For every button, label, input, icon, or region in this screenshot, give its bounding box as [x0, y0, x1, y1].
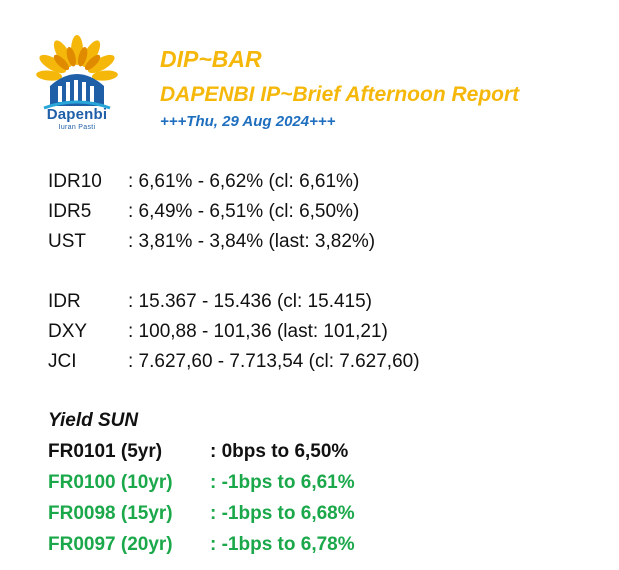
logo-tagline: Iuran Pasti [58, 124, 96, 131]
bond-row-fr0100: FR0100 (10yr) : -1bps to 6,61% [48, 467, 355, 498]
rate-row-ust: UST : 3,81% - 3,84% (last: 3,82%) [48, 227, 420, 257]
spacer [48, 257, 420, 287]
market-value: : 7.627,60 - 7.713,54 (cl: 7.627,60) [128, 351, 420, 372]
bond-label: FR0098 (15yr) [48, 503, 173, 524]
market-row-idr: IDR : 15.367 - 15.436 (cl: 15.415) [48, 287, 420, 317]
rate-label: IDR5 [48, 201, 92, 222]
rate-label: UST [48, 231, 86, 252]
report-title: DIP~BAR [160, 46, 262, 72]
report-date: +++Thu, 29 Aug 2024+++ [160, 113, 336, 130]
bond-label: FR0101 (5yr) [48, 441, 163, 462]
bond-label: FR0097 (20yr) [48, 534, 173, 555]
market-value: : 15.367 - 15.436 (cl: 15.415) [128, 291, 372, 312]
market-label: JCI [48, 351, 77, 372]
market-label: DXY [48, 321, 88, 342]
yield-sun-section: Yield SUN FR0101 (5yr) : 0bps to 6,50% F… [48, 405, 355, 560]
market-row-jci: JCI : 7.627,60 - 7.713,54 (cl: 7.627,60) [48, 347, 420, 377]
bond-value: : -1bps to 6,61% [210, 472, 355, 493]
rate-row-idr5: IDR5 : 6,49% - 6,51% (cl: 6,50%) [48, 197, 420, 227]
market-value: : 100,88 - 101,36 (last: 101,21) [128, 321, 388, 342]
rate-value: : 6,49% - 6,51% (cl: 6,50%) [128, 201, 360, 222]
sunflower-icon [36, 35, 118, 110]
rate-value: : 6,61% - 6,62% (cl: 6,61%) [128, 171, 360, 192]
bond-value: : 0bps to 6,50% [210, 441, 349, 462]
yield-sun-title: Yield SUN [48, 410, 139, 431]
bond-value: : -1bps to 6,78% [210, 534, 355, 555]
rate-value: : 3,81% - 3,84% (last: 3,82%) [128, 231, 376, 252]
report-subtitle: DAPENBI IP~Brief Afternoon Report [160, 83, 520, 106]
rate-label: IDR10 [48, 171, 102, 192]
dapenbi-logo: Dapenbi Iuran Pasti [14, 34, 140, 140]
logo-name: Dapenbi [46, 106, 108, 123]
market-row-dxy: DXY : 100,88 - 101,36 (last: 101,21) [48, 317, 420, 347]
bond-row-fr0097: FR0097 (20yr) : -1bps to 6,78% [48, 529, 355, 560]
bond-row-fr0101: FR0101 (5yr) : 0bps to 6,50% [48, 436, 355, 467]
bond-label: FR0100 (10yr) [48, 472, 173, 493]
market-label: IDR [48, 291, 81, 312]
market-rates: IDR10 : 6,61% - 6,62% (cl: 6,61%) IDR5 :… [48, 167, 420, 377]
bond-value: : -1bps to 6,68% [210, 503, 355, 524]
rate-row-idr10: IDR10 : 6,61% - 6,62% (cl: 6,61%) [48, 167, 420, 197]
bond-row-fr0098: FR0098 (15yr) : -1bps to 6,68% [48, 498, 355, 529]
